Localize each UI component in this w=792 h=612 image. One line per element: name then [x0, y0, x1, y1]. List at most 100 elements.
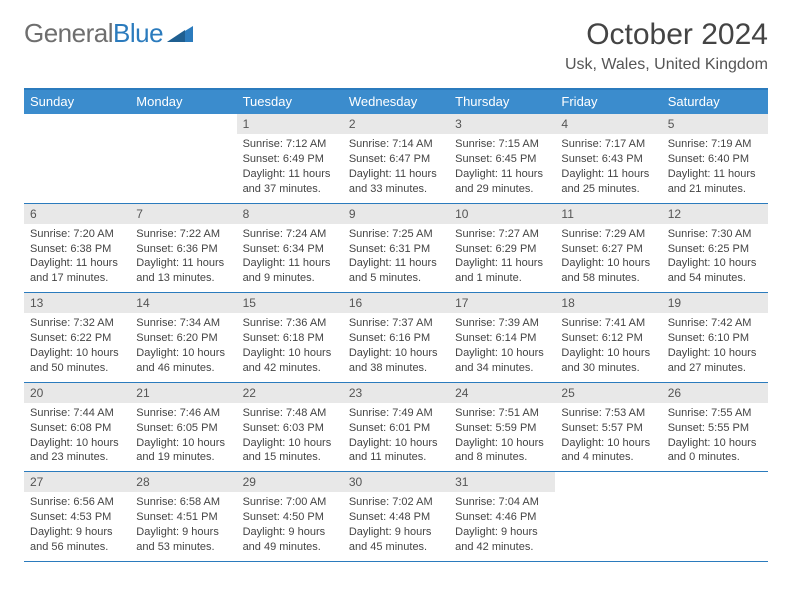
- location-text: Usk, Wales, United Kingdom: [565, 56, 768, 74]
- sunrise-line: Sunrise: 7:17 AM: [561, 137, 655, 152]
- day-number: 25: [555, 383, 661, 403]
- day-cell: 26Sunrise: 7:55 AMSunset: 5:55 PMDayligh…: [662, 383, 768, 472]
- sunset-line: Sunset: 5:59 PM: [455, 421, 549, 436]
- sunset-line: Sunset: 6:16 PM: [349, 331, 443, 346]
- daylight-line: Daylight: 10 hours and 30 minutes.: [561, 346, 655, 376]
- day-number: 30: [343, 472, 449, 492]
- week-row: 13Sunrise: 7:32 AMSunset: 6:22 PMDayligh…: [24, 293, 768, 383]
- day-of-week-header: Wednesday: [343, 90, 449, 114]
- day-cell: 9Sunrise: 7:25 AMSunset: 6:31 PMDaylight…: [343, 204, 449, 293]
- day-cell: [24, 114, 130, 203]
- daylight-line: Daylight: 10 hours and 38 minutes.: [349, 346, 443, 376]
- day-number: 20: [24, 383, 130, 403]
- day-cell: 28Sunrise: 6:58 AMSunset: 4:51 PMDayligh…: [130, 472, 236, 561]
- title-block: October 2024 Usk, Wales, United Kingdom: [565, 18, 768, 74]
- sunrise-line: Sunrise: 7:02 AM: [349, 495, 443, 510]
- sunrise-line: Sunrise: 6:58 AM: [136, 495, 230, 510]
- day-body: Sunrise: 7:37 AMSunset: 6:16 PMDaylight:…: [343, 313, 449, 381]
- day-body: Sunrise: 7:44 AMSunset: 6:08 PMDaylight:…: [24, 403, 130, 471]
- day-of-week-header: Monday: [130, 90, 236, 114]
- day-number: 7: [130, 204, 236, 224]
- day-cell: 5Sunrise: 7:19 AMSunset: 6:40 PMDaylight…: [662, 114, 768, 203]
- sunset-line: Sunset: 4:51 PM: [136, 510, 230, 525]
- day-cell: 6Sunrise: 7:20 AMSunset: 6:38 PMDaylight…: [24, 204, 130, 293]
- sunset-line: Sunset: 6:22 PM: [30, 331, 124, 346]
- sunset-line: Sunset: 6:03 PM: [243, 421, 337, 436]
- sunset-line: Sunset: 6:20 PM: [136, 331, 230, 346]
- day-body: Sunrise: 7:15 AMSunset: 6:45 PMDaylight:…: [449, 134, 555, 202]
- day-cell: 7Sunrise: 7:22 AMSunset: 6:36 PMDaylight…: [130, 204, 236, 293]
- day-cell: 14Sunrise: 7:34 AMSunset: 6:20 PMDayligh…: [130, 293, 236, 382]
- day-body: Sunrise: 7:25 AMSunset: 6:31 PMDaylight:…: [343, 224, 449, 292]
- day-number: 10: [449, 204, 555, 224]
- day-number: 29: [237, 472, 343, 492]
- sunrise-line: Sunrise: 7:51 AM: [455, 406, 549, 421]
- sunset-line: Sunset: 6:40 PM: [668, 152, 762, 167]
- day-number: 27: [24, 472, 130, 492]
- day-body: Sunrise: 7:42 AMSunset: 6:10 PMDaylight:…: [662, 313, 768, 381]
- day-number: 6: [24, 204, 130, 224]
- day-cell: [662, 472, 768, 561]
- sunset-line: Sunset: 5:55 PM: [668, 421, 762, 436]
- sunrise-line: Sunrise: 7:36 AM: [243, 316, 337, 331]
- day-body: Sunrise: 7:46 AMSunset: 6:05 PMDaylight:…: [130, 403, 236, 471]
- week-row: 6Sunrise: 7:20 AMSunset: 6:38 PMDaylight…: [24, 204, 768, 294]
- day-of-week-header: Sunday: [24, 90, 130, 114]
- sunset-line: Sunset: 4:53 PM: [30, 510, 124, 525]
- day-number: 15: [237, 293, 343, 313]
- sunrise-line: Sunrise: 6:56 AM: [30, 495, 124, 510]
- sunset-line: Sunset: 6:05 PM: [136, 421, 230, 436]
- sunset-line: Sunset: 5:57 PM: [561, 421, 655, 436]
- sunset-line: Sunset: 4:50 PM: [243, 510, 337, 525]
- day-cell: 8Sunrise: 7:24 AMSunset: 6:34 PMDaylight…: [237, 204, 343, 293]
- day-body: Sunrise: 7:53 AMSunset: 5:57 PMDaylight:…: [555, 403, 661, 471]
- daylight-line: Daylight: 10 hours and 15 minutes.: [243, 436, 337, 466]
- sunrise-line: Sunrise: 7:53 AM: [561, 406, 655, 421]
- sunset-line: Sunset: 6:38 PM: [30, 242, 124, 257]
- sunrise-line: Sunrise: 7:25 AM: [349, 227, 443, 242]
- day-cell: 4Sunrise: 7:17 AMSunset: 6:43 PMDaylight…: [555, 114, 661, 203]
- sunset-line: Sunset: 4:48 PM: [349, 510, 443, 525]
- sunrise-line: Sunrise: 7:29 AM: [561, 227, 655, 242]
- sunrise-line: Sunrise: 7:24 AM: [243, 227, 337, 242]
- sunrise-line: Sunrise: 7:46 AM: [136, 406, 230, 421]
- day-body: Sunrise: 7:49 AMSunset: 6:01 PMDaylight:…: [343, 403, 449, 471]
- sunset-line: Sunset: 6:47 PM: [349, 152, 443, 167]
- daylight-line: Daylight: 9 hours and 53 minutes.: [136, 525, 230, 555]
- daylight-line: Daylight: 10 hours and 54 minutes.: [668, 256, 762, 286]
- day-cell: 2Sunrise: 7:14 AMSunset: 6:47 PMDaylight…: [343, 114, 449, 203]
- day-cell: 24Sunrise: 7:51 AMSunset: 5:59 PMDayligh…: [449, 383, 555, 472]
- day-number: 31: [449, 472, 555, 492]
- day-body: Sunrise: 7:48 AMSunset: 6:03 PMDaylight:…: [237, 403, 343, 471]
- day-cell: 13Sunrise: 7:32 AMSunset: 6:22 PMDayligh…: [24, 293, 130, 382]
- daylight-line: Daylight: 10 hours and 42 minutes.: [243, 346, 337, 376]
- daylight-line: Daylight: 11 hours and 33 minutes.: [349, 167, 443, 197]
- day-body: Sunrise: 7:20 AMSunset: 6:38 PMDaylight:…: [24, 224, 130, 292]
- day-cell: 18Sunrise: 7:41 AMSunset: 6:12 PMDayligh…: [555, 293, 661, 382]
- daylight-line: Daylight: 10 hours and 11 minutes.: [349, 436, 443, 466]
- day-number: 26: [662, 383, 768, 403]
- day-of-week-header: Thursday: [449, 90, 555, 114]
- sunset-line: Sunset: 6:31 PM: [349, 242, 443, 257]
- daylight-line: Daylight: 10 hours and 46 minutes.: [136, 346, 230, 376]
- sunrise-line: Sunrise: 7:22 AM: [136, 227, 230, 242]
- day-number: 2: [343, 114, 449, 134]
- daylight-line: Daylight: 10 hours and 34 minutes.: [455, 346, 549, 376]
- sunrise-line: Sunrise: 7:12 AM: [243, 137, 337, 152]
- day-body: Sunrise: 7:00 AMSunset: 4:50 PMDaylight:…: [237, 492, 343, 560]
- daylight-line: Daylight: 10 hours and 23 minutes.: [30, 436, 124, 466]
- brand-word-2: Blue: [113, 18, 163, 49]
- day-cell: 12Sunrise: 7:30 AMSunset: 6:25 PMDayligh…: [662, 204, 768, 293]
- daylight-line: Daylight: 11 hours and 17 minutes.: [30, 256, 124, 286]
- daylight-line: Daylight: 9 hours and 56 minutes.: [30, 525, 124, 555]
- week-row: 27Sunrise: 6:56 AMSunset: 4:53 PMDayligh…: [24, 472, 768, 562]
- daylight-line: Daylight: 11 hours and 25 minutes.: [561, 167, 655, 197]
- sunset-line: Sunset: 6:18 PM: [243, 331, 337, 346]
- daylight-line: Daylight: 11 hours and 1 minute.: [455, 256, 549, 286]
- day-cell: 3Sunrise: 7:15 AMSunset: 6:45 PMDaylight…: [449, 114, 555, 203]
- day-body: Sunrise: 7:02 AMSunset: 4:48 PMDaylight:…: [343, 492, 449, 560]
- daylight-line: Daylight: 9 hours and 49 minutes.: [243, 525, 337, 555]
- day-body: Sunrise: 7:36 AMSunset: 6:18 PMDaylight:…: [237, 313, 343, 381]
- day-body: Sunrise: 7:29 AMSunset: 6:27 PMDaylight:…: [555, 224, 661, 292]
- day-cell: 20Sunrise: 7:44 AMSunset: 6:08 PMDayligh…: [24, 383, 130, 472]
